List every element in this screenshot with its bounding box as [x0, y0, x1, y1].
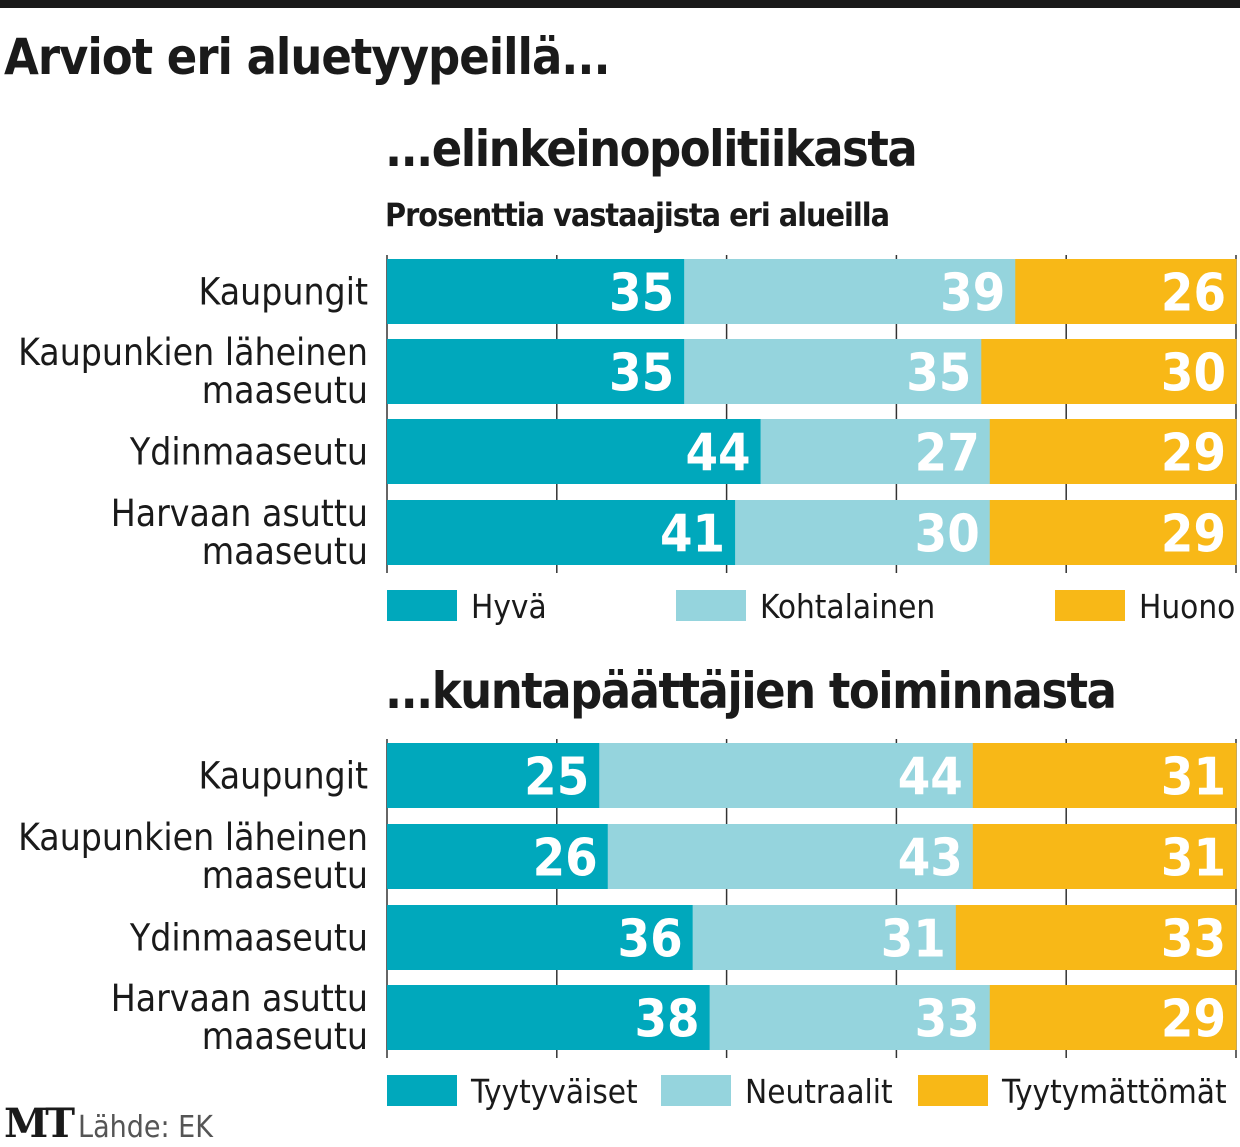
source-text: Lähde: EK [78, 1110, 213, 1145]
bar-segment [607, 824, 974, 889]
legend-swatch [676, 590, 746, 621]
category-label: Kaupunkien läheinen [18, 816, 368, 859]
data-label: 26 [533, 829, 598, 889]
category-label: maaseutu [202, 530, 368, 573]
data-label: 35 [609, 344, 674, 404]
bar-segment [692, 905, 957, 970]
legend-swatch [1055, 590, 1125, 621]
data-label: 35 [609, 264, 674, 324]
data-label: 44 [898, 748, 963, 808]
data-label: 44 [685, 424, 750, 484]
category-label: Harvaan asuttu [111, 977, 368, 1020]
bar-segment [955, 905, 1237, 970]
data-label: 41 [660, 505, 725, 565]
bar-segment [989, 985, 1237, 1050]
data-label: 27 [915, 424, 980, 484]
bar-segment [387, 339, 685, 404]
mt-logo: MT [4, 1100, 75, 1147]
category-label: Ydinmaaseutu [129, 917, 368, 960]
bar-segment [709, 985, 991, 1050]
data-label: 30 [915, 505, 980, 565]
category-label: maaseutu [202, 854, 368, 897]
data-label: 33 [915, 990, 980, 1050]
top-rule [0, 0, 1240, 8]
data-label: 33 [1161, 910, 1226, 970]
data-label: 31 [1161, 829, 1226, 889]
data-label: 30 [1161, 344, 1226, 404]
bar-segment [387, 500, 736, 565]
category-label: Kaupunkien läheinen [18, 331, 368, 374]
legend-label: Kohtalainen [760, 587, 935, 626]
bar-segment [387, 905, 694, 970]
bar-segment [981, 339, 1237, 404]
bar-segment [735, 500, 991, 565]
data-label: 36 [618, 910, 683, 970]
category-label: maaseutu [202, 1015, 368, 1058]
legend-label: Neutraalit [745, 1072, 893, 1111]
data-label: 35 [906, 344, 971, 404]
legend-swatch [387, 1075, 457, 1106]
legend-swatch [661, 1075, 731, 1106]
data-label: 38 [635, 990, 700, 1050]
chart1-title: ...elinkeinopolitiikasta [385, 120, 918, 178]
page-title: Arviot eri aluetyypeillä... [4, 28, 611, 86]
data-label: 31 [881, 910, 946, 970]
bar-segment [1015, 259, 1237, 324]
footer: MT Lähde: EK [4, 1100, 213, 1147]
bar-segment [684, 259, 1016, 324]
legend-label: Tyytymättömät [1001, 1072, 1227, 1111]
bar-segment [387, 743, 600, 808]
data-label: 29 [1161, 424, 1226, 484]
category-label: Kaupungit [199, 271, 368, 314]
bar-segment [599, 743, 974, 808]
bar-segment [989, 419, 1237, 484]
chart1-subtitle: Prosenttia vastaajista eri alueilla [385, 196, 890, 234]
bar-segment [387, 824, 609, 889]
bar-segment [972, 824, 1237, 889]
legend-swatch [387, 590, 457, 621]
category-label: Kaupungit [199, 755, 368, 798]
bar-segment [387, 419, 762, 484]
legend-label: Tyytyväiset [470, 1072, 638, 1111]
data-label: 31 [1161, 748, 1226, 808]
legend-swatch [918, 1075, 988, 1106]
bar-segment [989, 500, 1237, 565]
data-label: 39 [940, 264, 1005, 324]
category-label: maaseutu [202, 369, 368, 412]
data-label: 29 [1161, 505, 1226, 565]
data-label: 43 [898, 829, 963, 889]
data-label: 25 [524, 748, 589, 808]
chart2-title: ...kuntapäättäjien toiminnasta [385, 662, 1117, 720]
legend-label: Hyvä [471, 587, 547, 626]
bar-segment [387, 985, 711, 1050]
bar-segment [972, 743, 1237, 808]
category-label: Ydinmaaseutu [129, 431, 368, 474]
data-label: 26 [1161, 264, 1226, 324]
bar-segment [760, 419, 991, 484]
data-label: 29 [1161, 990, 1226, 1050]
legend-label: Huono [1139, 587, 1235, 626]
bar-segment [684, 339, 982, 404]
category-label: Harvaan asuttu [111, 492, 368, 535]
bar-segment [387, 259, 685, 324]
